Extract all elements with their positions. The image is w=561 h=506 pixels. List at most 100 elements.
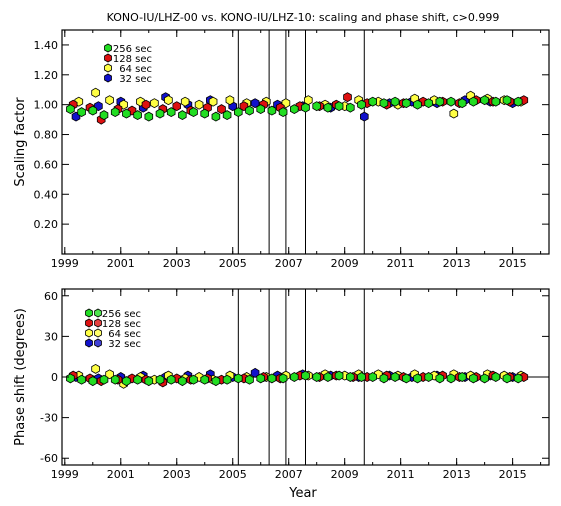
data-point: [424, 372, 433, 382]
y-tick-label: 0: [51, 371, 58, 384]
data-point: [513, 96, 523, 107]
data-point: [413, 373, 422, 384]
series-256-sec: [66, 370, 523, 387]
data-point: [334, 101, 344, 112]
y-tick-label: 0.60: [34, 158, 59, 171]
data-point: [133, 374, 142, 385]
data-point: [105, 369, 114, 380]
data-point: [301, 370, 310, 381]
legend-marker: [85, 318, 93, 328]
data-point: [256, 104, 266, 115]
series-256-sec: [66, 95, 523, 122]
legend-label: 128 sec: [102, 319, 141, 330]
data-point: [155, 108, 165, 119]
data-point: [312, 372, 322, 382]
data-point: [343, 92, 352, 103]
x-tick-label: 2003: [163, 468, 191, 481]
data-point: [77, 107, 86, 118]
data-point: [359, 111, 369, 122]
x-tick-label: 2007: [275, 257, 303, 270]
legend-label: 256 sec: [102, 309, 141, 320]
x-tick-label: 2013: [443, 468, 471, 481]
data-point: [150, 98, 159, 109]
data-point: [222, 374, 232, 385]
y-tick-label: 0.40: [34, 188, 59, 201]
y-axis-label: Phase shift (degrees): [13, 308, 28, 446]
data-point: [233, 373, 243, 384]
data-point: [480, 95, 489, 106]
data-point: [233, 107, 243, 118]
data-point: [323, 102, 333, 113]
data-point: [200, 108, 210, 119]
data-point: [379, 373, 389, 384]
data-point: [278, 107, 288, 118]
x-tick-label: 2015: [499, 468, 527, 481]
data-point: [211, 111, 221, 122]
data-point: [208, 96, 218, 107]
data-point: [368, 372, 378, 382]
data-point: [88, 105, 98, 116]
scaling-panel: 1999 2001 2003 2005 2007 2009 2011 2013 2015 0.20…: [13, 29, 550, 270]
data-point: [446, 373, 456, 384]
data-point: [469, 96, 478, 107]
data-point: [345, 102, 355, 113]
y-tick-label: 0.80: [34, 129, 59, 142]
legend-marker: [94, 308, 102, 318]
data-point: [225, 95, 235, 106]
data-point: [99, 374, 109, 385]
y-tick-label: -30: [40, 412, 58, 425]
data-point: [491, 372, 501, 382]
data-point: [105, 95, 114, 106]
legend-marker: [104, 53, 112, 63]
data-point: [66, 373, 75, 384]
data-point: [133, 110, 142, 121]
data-point: [301, 102, 310, 113]
x-tick-label: 2007: [275, 468, 303, 481]
x-tick-label: 2009: [331, 468, 359, 481]
data-point: [164, 95, 173, 106]
data-point: [390, 372, 400, 382]
legend-label: 64 sec: [108, 329, 141, 340]
data-point: [502, 373, 512, 384]
legend-label: 256 sec: [113, 44, 152, 55]
data-point: [144, 376, 154, 387]
data-point: [172, 101, 182, 112]
data-point: [357, 372, 366, 382]
data-point: [401, 373, 411, 384]
data-point: [457, 98, 467, 109]
data-point: [180, 96, 190, 107]
data-point: [435, 96, 445, 107]
x-tick-label: 2013: [443, 257, 471, 270]
data-point: [166, 374, 176, 385]
y-tick-label: 30: [44, 330, 58, 343]
data-point: [357, 99, 366, 110]
data-point: [194, 99, 204, 110]
x-tick-label: 2015: [499, 257, 527, 270]
data-point: [250, 367, 260, 378]
data-point: [110, 107, 120, 118]
data-point: [178, 376, 187, 387]
data-point: [91, 363, 100, 374]
x-tick-label: 2005: [219, 468, 247, 481]
data-point: [189, 374, 198, 385]
y-tick-label: 1.00: [34, 99, 59, 112]
data-point: [424, 98, 433, 109]
data-point: [88, 376, 98, 387]
legend-marker: [94, 338, 102, 348]
chart-title: KONO-IU/LHZ-00 vs. KONO-IU/LHZ-10: scali…: [107, 11, 500, 24]
x-tick-label: 2011: [387, 468, 415, 481]
legend-label: 32 sec: [119, 74, 152, 85]
data-point: [457, 372, 467, 382]
data-point: [435, 373, 445, 384]
data-point: [278, 373, 288, 384]
x-tick-label: 2011: [387, 257, 415, 270]
plot-frame: [61, 29, 550, 255]
x-tick-label: 2001: [107, 257, 135, 270]
data-point: [189, 107, 198, 118]
data-point: [323, 372, 333, 382]
data-point: [155, 374, 165, 385]
y-tick-label: -60: [40, 452, 58, 465]
data-point: [110, 374, 120, 385]
